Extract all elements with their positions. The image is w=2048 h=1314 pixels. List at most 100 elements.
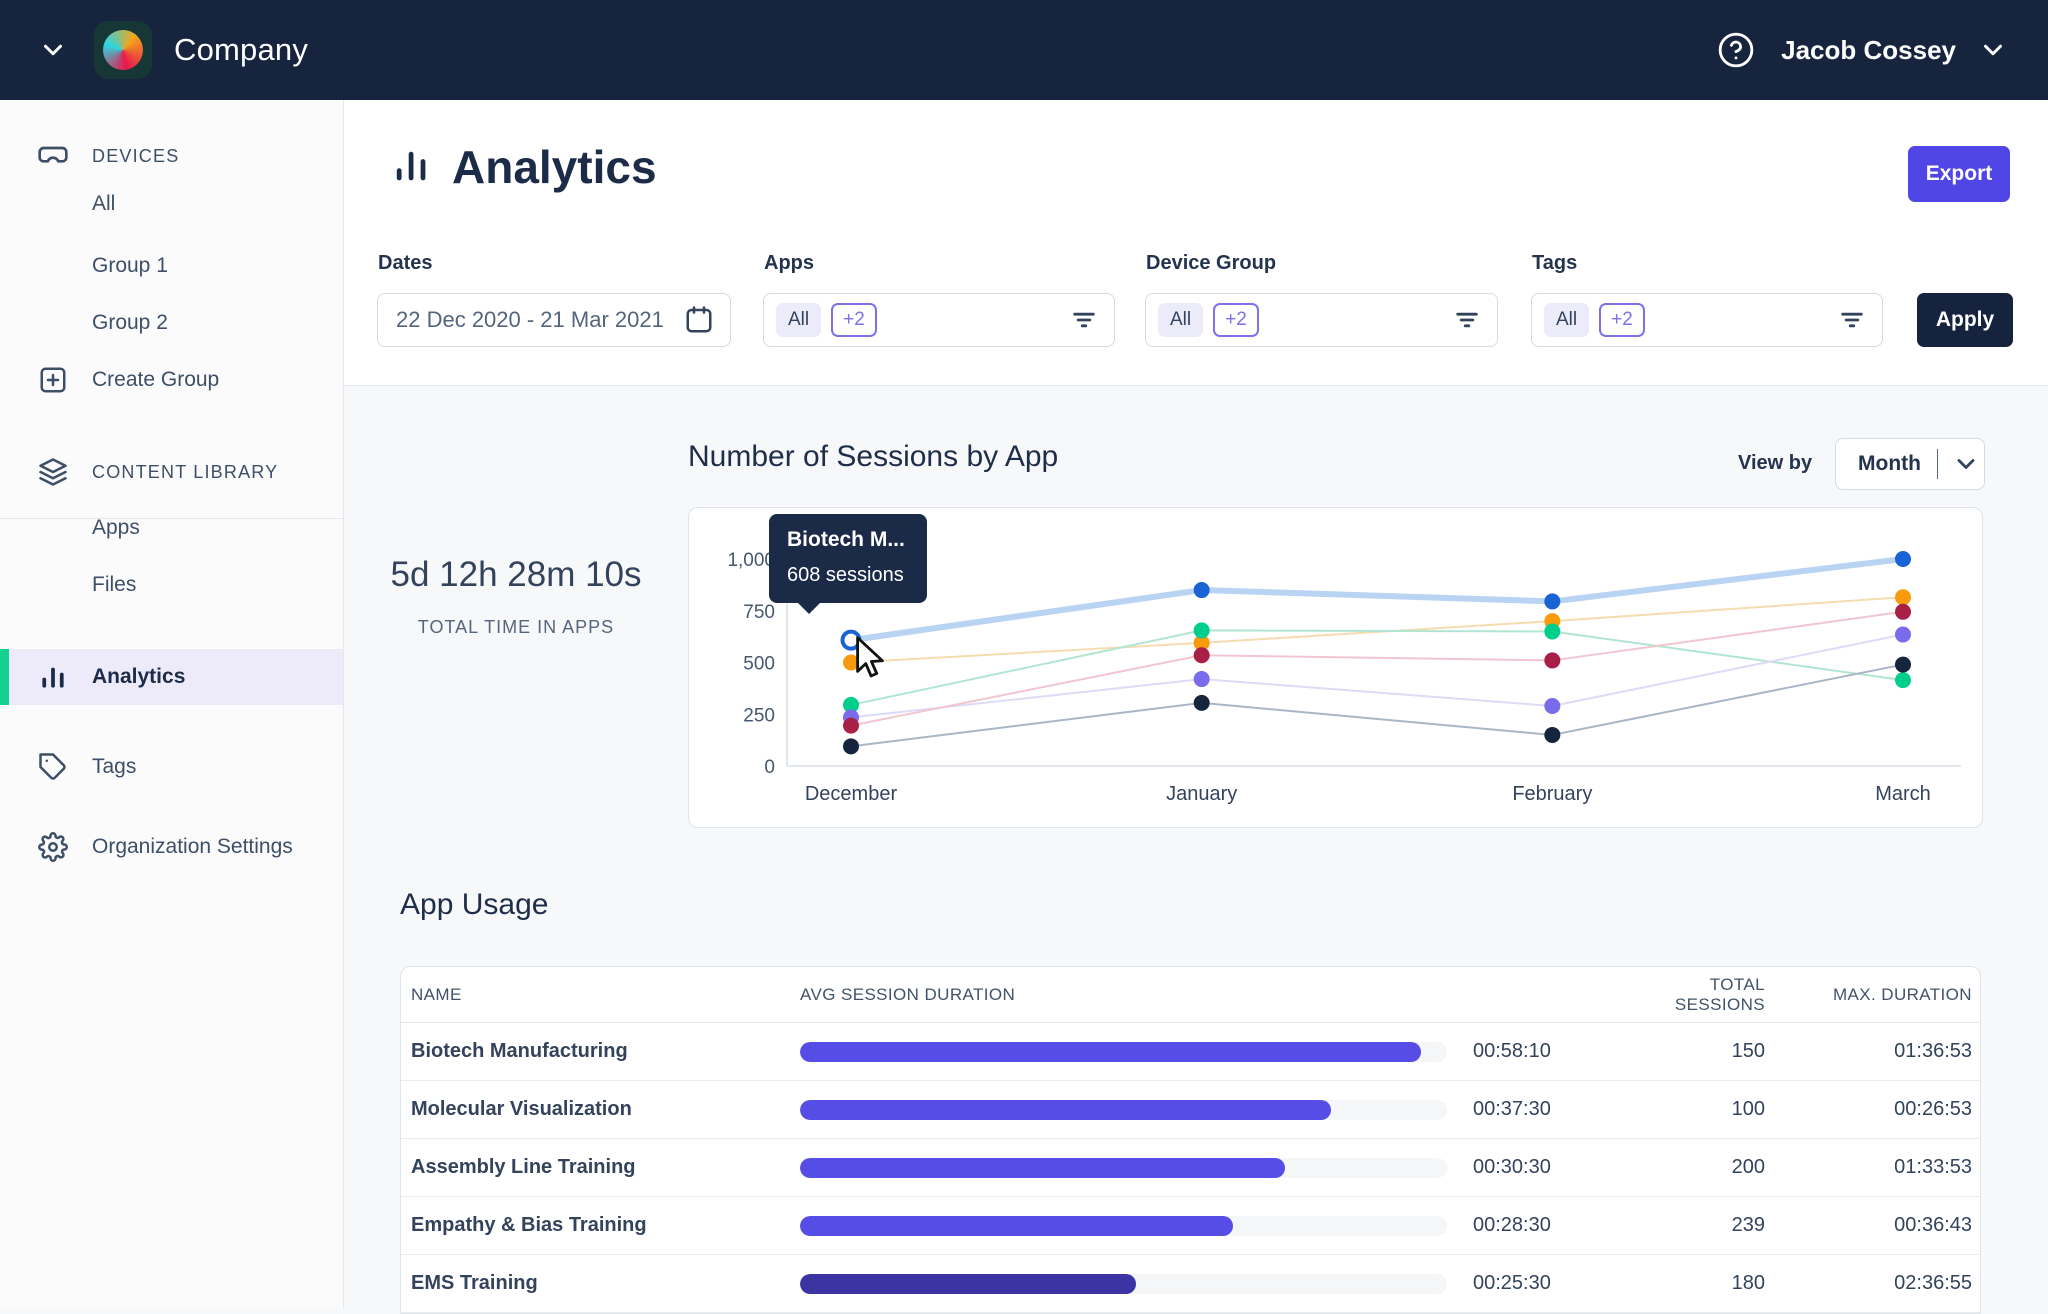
data-point[interactable]: [1193, 671, 1210, 688]
sidebar-item-organization-settings[interactable]: Organization Settings: [0, 819, 343, 875]
series-line-series-crimson: [850, 610, 1904, 727]
table-row[interactable]: Biotech Manufacturing 00:58:10 150 01:36…: [401, 1023, 1980, 1081]
data-point[interactable]: [1193, 647, 1210, 664]
data-point[interactable]: [1895, 656, 1911, 673]
device-group-chip-more[interactable]: +2: [1213, 303, 1259, 337]
data-point[interactable]: [1544, 593, 1561, 610]
column-header-total-sessions: TOTAL SESSIONS: [1674, 974, 1765, 1014]
data-point[interactable]: [1544, 652, 1561, 669]
total-time-block: 5d 12h 28m 10s TOTAL TIME IN APPS: [344, 555, 688, 638]
y-axis-tick-label: 250: [743, 705, 775, 726]
sidebar-section-devices: DEVICES: [0, 128, 343, 184]
data-point[interactable]: [1544, 726, 1561, 743]
app-usage-title: App Usage: [400, 888, 549, 921]
table-header-row: NAME AVG SESSION DURATION TOTAL SESSIONS…: [401, 967, 1980, 1023]
column-header-max-duration: MAX. DURATION: [1832, 984, 1972, 1004]
data-point[interactable]: [1193, 582, 1210, 599]
line-chart-canvas[interactable]: 0 250 500 750 1,000 December January February Ma…: [689, 508, 1982, 827]
filter-icon[interactable]: [1453, 306, 1481, 334]
org-switcher-chevron-down-icon[interactable]: [38, 35, 68, 65]
sidebar-section-label: CONTENT LIBRARY: [92, 461, 279, 482]
column-header-avg-duration: AVG SESSION DURATION: [800, 984, 1016, 1004]
apps-chip-more[interactable]: +2: [831, 303, 877, 337]
device-group-filter-input[interactable]: All +2: [1145, 293, 1498, 347]
export-button[interactable]: Export: [1908, 146, 2010, 202]
sidebar-item-group-1[interactable]: Group 1: [0, 238, 343, 294]
y-axis-tick-label: 1,000: [727, 550, 775, 571]
apps-filter-input[interactable]: All +2: [763, 293, 1115, 347]
tooltip-sessions-value: 608 sessions: [787, 564, 904, 586]
sidebar-item-tags[interactable]: Tags: [0, 739, 343, 795]
avg-duration-bar: [800, 1215, 1461, 1236]
avg-duration-value: 00:37:30: [1473, 1098, 1551, 1120]
dates-filter-input[interactable]: 22 Dec 2020 - 21 Mar 2021: [377, 293, 731, 347]
filter-icon[interactable]: [1070, 306, 1098, 334]
data-point[interactable]: [1895, 551, 1911, 567]
data-point[interactable]: [843, 654, 859, 671]
table-row[interactable]: Empathy & Bias Training 00:28:30 239 00:…: [401, 1197, 1980, 1255]
total-sessions-value: 100: [1731, 1098, 1765, 1120]
x-axis-month-label: March: [1875, 783, 1931, 805]
chart-tooltip: Biotech M... 608 sessions: [769, 514, 927, 614]
user-name[interactable]: Jacob Cossey: [1781, 34, 1956, 65]
active-indicator: [0, 649, 9, 705]
sessions-line-chart[interactable]: 0 250 500 750 1,000 December January February Ma…: [688, 507, 1983, 828]
vr-headset-icon: [36, 140, 70, 172]
avg-duration-value: 00:30:30: [1473, 1156, 1551, 1178]
chevron-down-icon[interactable]: [1952, 450, 1980, 478]
data-point[interactable]: [1895, 626, 1911, 643]
avg-duration-value: 00:25:30: [1473, 1272, 1551, 1294]
calendar-icon[interactable]: [684, 305, 714, 335]
total-sessions-value: 150: [1731, 1040, 1765, 1062]
tags-chip-all[interactable]: All: [1544, 303, 1590, 337]
filter-icon[interactable]: [1838, 306, 1866, 334]
data-point[interactable]: [843, 717, 859, 734]
tooltip-app-name: Biotech M...: [787, 528, 905, 551]
device-group-chip-all[interactable]: All: [1158, 303, 1204, 337]
total-time-label: TOTAL TIME IN APPS: [417, 617, 615, 637]
sidebar-item-analytics[interactable]: Analytics: [0, 649, 343, 705]
data-point[interactable]: [1193, 694, 1210, 711]
bar-fill: [800, 1041, 1422, 1062]
apply-button[interactable]: Apply: [1917, 293, 2013, 347]
column-header-name: NAME: [411, 984, 462, 1004]
tags-chip-more[interactable]: +2: [1599, 303, 1645, 337]
y-axis-tick-label: 750: [743, 602, 775, 623]
user-menu-chevron-down-icon[interactable]: [1978, 35, 2008, 65]
total-sessions-value: 239: [1731, 1214, 1765, 1236]
sidebar-item-group-2[interactable]: Group 2: [0, 295, 343, 351]
apps-chip-all[interactable]: All: [776, 303, 822, 337]
tags-filter-input[interactable]: All +2: [1531, 293, 1883, 347]
top-bar: Company Jacob Cossey: [0, 0, 2048, 100]
data-point[interactable]: [843, 696, 859, 713]
bar-track: [800, 1157, 1447, 1178]
data-point[interactable]: [1895, 672, 1911, 689]
data-point[interactable]: [1895, 589, 1911, 606]
sidebar: DEVICES All Group 1 Group 2 Create Group…: [0, 100, 344, 1308]
sidebar-item-label: Files: [92, 573, 137, 596]
table-row[interactable]: Assembly Line Training 00:30:30 200 01:3…: [401, 1139, 1980, 1197]
table-row[interactable]: Molecular Visualization 00:37:30 100 00:…: [401, 1081, 1980, 1139]
view-by-dropdown[interactable]: Month: [1835, 438, 1985, 490]
sidebar-item-files[interactable]: Files: [0, 557, 343, 613]
max-duration-value: 00:36:43: [1894, 1214, 1972, 1236]
sidebar-item-create-group[interactable]: Create Group: [0, 352, 343, 408]
series-line-biotech-manufacturing: [848, 556, 1906, 644]
data-point[interactable]: [1193, 634, 1210, 651]
bar-fill: [800, 1215, 1234, 1236]
sidebar-item-apps[interactable]: Apps: [0, 500, 343, 556]
sidebar-item-all-devices[interactable]: All: [0, 176, 343, 232]
data-point[interactable]: [1895, 603, 1911, 620]
series-line-series-orange: [850, 596, 1904, 664]
data-point[interactable]: [1544, 697, 1561, 714]
bar-chart-icon: [36, 662, 70, 692]
table-row[interactable]: EMS Training 00:25:30 180 02:36:55: [401, 1255, 1980, 1313]
data-point[interactable]: [1544, 623, 1561, 640]
data-point[interactable]: [843, 738, 859, 755]
help-icon[interactable]: [1717, 31, 1755, 69]
layers-icon: [36, 457, 70, 487]
app-name: Molecular Visualization: [411, 1098, 632, 1120]
view-by-value: Month: [1858, 452, 1921, 475]
bar-track: [800, 1273, 1447, 1294]
data-point[interactable]: [1193, 622, 1210, 639]
